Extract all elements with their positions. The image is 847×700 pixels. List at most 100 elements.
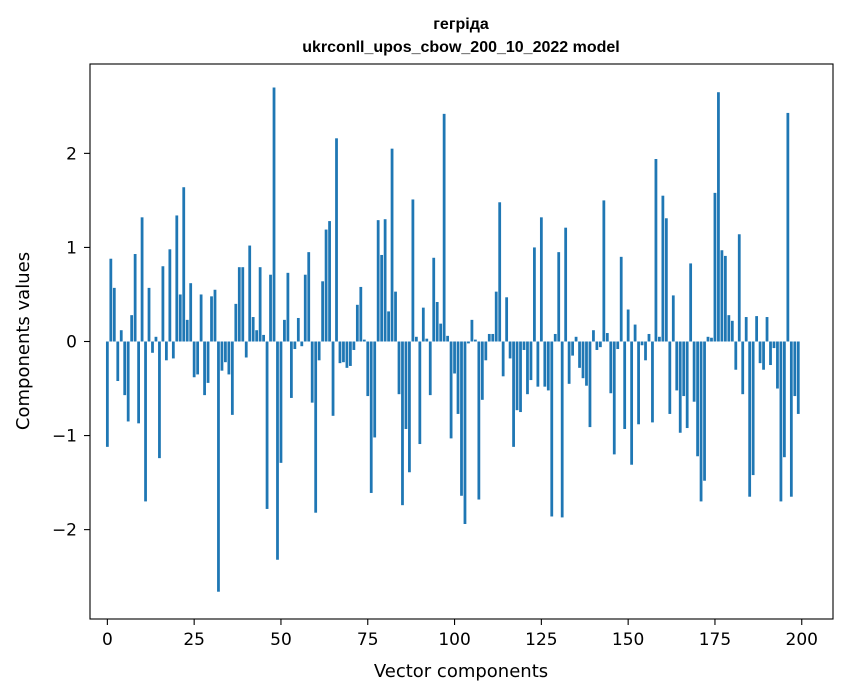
bar-22 (182, 187, 186, 342)
bar-87 (408, 341, 411, 473)
bar-174 (710, 337, 713, 342)
bar-168 (689, 263, 693, 342)
bar-58 (307, 252, 311, 342)
bar-15 (158, 341, 161, 459)
bar-133 (567, 341, 571, 384)
bar-123 (533, 247, 536, 342)
bar-47 (269, 274, 272, 342)
bar-65 (331, 341, 335, 416)
y-tick-label: −2 (52, 521, 77, 541)
bar-100 (453, 341, 456, 374)
bar-68 (342, 341, 345, 363)
bar-102 (460, 341, 463, 496)
bar-132 (564, 227, 568, 342)
bar-156 (647, 333, 651, 342)
bar-179 (727, 315, 731, 342)
bar-158 (654, 159, 658, 342)
x-tick-label: 200 (786, 630, 818, 650)
bar-103 (463, 341, 467, 524)
bar-28 (203, 341, 206, 396)
bar-29 (206, 341, 210, 383)
bar-183 (741, 341, 745, 395)
y-axis-label: Components values (13, 252, 34, 430)
bar-139 (588, 341, 592, 428)
bar-17 (164, 341, 168, 361)
bar-5 (123, 341, 127, 396)
x-tick-label: 175 (699, 630, 731, 650)
bar-145 (609, 341, 613, 394)
bar-140 (592, 330, 595, 342)
bar-180 (730, 320, 734, 342)
bar-84 (397, 341, 401, 395)
bar-9 (137, 341, 140, 424)
bar-64 (328, 221, 331, 342)
bar-69 (345, 341, 349, 368)
bar-27 (199, 294, 203, 342)
bar-131 (560, 341, 564, 518)
bar-46 (265, 341, 269, 509)
bar-59 (310, 341, 314, 403)
bar-62 (321, 281, 325, 342)
bar-52 (286, 272, 290, 342)
bar-1 (109, 258, 113, 342)
bar-154 (640, 341, 644, 346)
bar-76 (369, 341, 373, 493)
chart-title-line1: гегріда (433, 16, 489, 33)
bar-159 (658, 336, 661, 342)
bar-20 (175, 215, 179, 342)
bar-155 (644, 341, 647, 361)
bar-189 (762, 341, 765, 370)
bar-30 (210, 296, 213, 342)
bar-106 (474, 339, 477, 342)
bar-48 (272, 87, 276, 342)
bar-164 (675, 341, 679, 391)
bar-120 (522, 341, 526, 350)
bar-91 (421, 307, 425, 342)
bar-94 (432, 257, 436, 342)
bar-185 (748, 341, 752, 497)
bar-54 (293, 341, 297, 350)
bar-130 (557, 252, 561, 342)
x-tick-label: 100 (438, 630, 470, 650)
bar-104 (467, 341, 470, 344)
bar-38 (237, 267, 241, 342)
bar-24 (189, 283, 193, 342)
bar-97 (442, 113, 446, 342)
bar-152 (633, 324, 637, 342)
bar-53 (289, 341, 293, 398)
bar-35 (227, 341, 231, 375)
bar-0 (105, 341, 109, 447)
bar-33 (220, 341, 224, 371)
bar-39 (241, 267, 245, 342)
bar-32 (217, 341, 220, 592)
x-tick-label: 75 (357, 630, 379, 650)
bar-63 (324, 229, 328, 342)
bar-163 (671, 295, 675, 342)
bar-112 (494, 291, 498, 342)
bar-127 (546, 341, 550, 391)
bar-4 (119, 330, 123, 342)
bar-16 (161, 266, 165, 342)
bar-8 (133, 254, 137, 342)
bar-192 (772, 341, 776, 349)
bar-167 (685, 341, 689, 429)
bar-43 (255, 330, 259, 342)
bar-50 (279, 341, 283, 463)
bar-153 (637, 341, 640, 425)
bar-122 (529, 341, 533, 381)
bar-36 (230, 341, 234, 415)
bar-21 (178, 294, 182, 342)
bar-146 (612, 341, 616, 455)
bar-95 (435, 301, 439, 342)
bar-195 (783, 341, 786, 458)
bar-101 (456, 341, 460, 414)
bar-115 (505, 297, 509, 342)
bar-49 (276, 341, 279, 560)
bar-14 (154, 336, 158, 342)
bar-166 (682, 341, 686, 397)
bar-108 (480, 341, 484, 400)
bar-96 (439, 323, 443, 342)
bar-198 (793, 341, 797, 397)
bar-173 (706, 336, 710, 342)
